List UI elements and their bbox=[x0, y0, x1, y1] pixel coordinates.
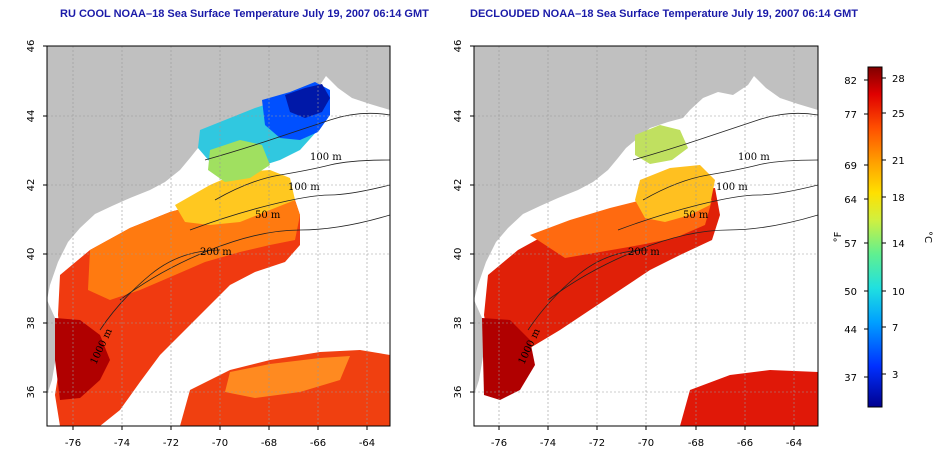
colorbar: °F °C 82 77 69 64 57 50 44 37 28 25 21 1… bbox=[833, 66, 933, 408]
left-lat-tick-labels: 46 44 42 40 38 36 bbox=[26, 40, 37, 399]
colorbar-f-label: 77 bbox=[844, 110, 857, 121]
lat-tick-label: 46 bbox=[26, 40, 37, 53]
colorbar-c-labels: 28 25 21 18 14 10 7 3 bbox=[892, 74, 905, 381]
left-lon-tick-labels: -76 -74 -72 -70 -68 -66 -64 bbox=[65, 438, 375, 449]
colorbar-celsius-label: °C bbox=[922, 231, 933, 243]
colorbar-f-label: 82 bbox=[844, 76, 857, 87]
lat-tick-label: 38 bbox=[26, 317, 37, 330]
right-contour-label: 100 m bbox=[738, 152, 770, 163]
colorbar-c-label: 21 bbox=[892, 156, 905, 167]
lat-tick-label: 40 bbox=[453, 248, 464, 261]
left-contour-label: 50 m bbox=[255, 210, 281, 221]
left-map-title: RU COOL NOAA–18 Sea Surface Temperature … bbox=[60, 8, 429, 20]
colorbar-c-label: 28 bbox=[892, 74, 905, 85]
left-contour-label: 100 m bbox=[310, 152, 342, 163]
right-tick-marks bbox=[470, 45, 795, 430]
right-map-title: DECLOUDED NOAA–18 Sea Surface Temperatur… bbox=[470, 8, 859, 20]
right-land-nova-scotia bbox=[748, 60, 818, 110]
colorbar-c-label: 14 bbox=[892, 239, 905, 250]
right-contours bbox=[527, 112, 818, 331]
right-lon-tick-labels: -76 -74 -72 -70 -68 -66 -64 bbox=[491, 438, 802, 449]
lat-tick-label: 36 bbox=[26, 386, 37, 399]
right-grid bbox=[474, 46, 818, 426]
right-contour-label: 200 m bbox=[628, 247, 660, 258]
lon-tick-label: -72 bbox=[163, 438, 179, 449]
lat-tick-label: 42 bbox=[453, 179, 464, 192]
lon-tick-label: -74 bbox=[540, 438, 556, 449]
right-land bbox=[474, 46, 818, 300]
colorbar-c-label: 25 bbox=[892, 109, 905, 120]
colorbar-f-label: 57 bbox=[844, 239, 857, 250]
left-sst-green bbox=[208, 140, 270, 182]
right-contour-label: 50 m bbox=[683, 210, 709, 221]
lon-tick-label: -64 bbox=[359, 438, 375, 449]
lon-tick-label: -64 bbox=[786, 438, 802, 449]
colorbar-f-label: 37 bbox=[844, 373, 857, 384]
right-sst-green bbox=[635, 125, 688, 164]
lon-tick-label: -70 bbox=[212, 438, 228, 449]
colorbar-fahrenheit-label: °F bbox=[833, 231, 844, 242]
colorbar-f-label: 44 bbox=[844, 325, 857, 336]
right-sst-darkred bbox=[482, 318, 535, 400]
left-sst-darkblue bbox=[285, 84, 330, 118]
lon-tick-label: -68 bbox=[688, 438, 704, 449]
lon-tick-label: -70 bbox=[638, 438, 654, 449]
colorbar-f-label: 50 bbox=[844, 287, 857, 298]
lon-tick-label: -66 bbox=[737, 438, 753, 449]
lon-tick-label: -76 bbox=[491, 438, 507, 449]
lat-tick-label: 40 bbox=[26, 248, 37, 261]
lat-tick-label: 36 bbox=[453, 386, 464, 399]
lon-tick-label: -74 bbox=[114, 438, 130, 449]
lat-tick-label: 44 bbox=[26, 110, 37, 123]
colorbar-gradient bbox=[867, 66, 883, 408]
lat-tick-label: 42 bbox=[26, 179, 37, 192]
colorbar-c-label: 3 bbox=[892, 370, 898, 381]
colorbar-f-label: 69 bbox=[844, 161, 857, 172]
left-sst-darkred bbox=[55, 318, 110, 400]
lat-tick-label: 38 bbox=[453, 317, 464, 330]
left-sst-southern-orange bbox=[225, 356, 350, 398]
lon-tick-label: -68 bbox=[261, 438, 277, 449]
colorbar-f-labels: 82 77 69 64 57 50 44 37 bbox=[844, 76, 857, 384]
lon-tick-label: -76 bbox=[65, 438, 81, 449]
right-map: 100 m 100 m 50 m 200 m 1000 m -76 -74 -7… bbox=[453, 40, 819, 449]
colorbar-f-label: 64 bbox=[844, 195, 857, 206]
colorbar-ticks bbox=[864, 77, 886, 378]
right-sst-yellow bbox=[635, 165, 715, 222]
lon-tick-label: -66 bbox=[310, 438, 326, 449]
left-map: 100 m 100 m 50 m 200 m 1000 m -76 -74 -7… bbox=[26, 40, 391, 449]
left-contours bbox=[99, 112, 390, 331]
left-land-nova-scotia bbox=[320, 60, 390, 110]
lon-tick-label: -72 bbox=[589, 438, 605, 449]
lat-tick-label: 46 bbox=[453, 40, 464, 53]
left-contour-label: 200 m bbox=[200, 247, 232, 258]
right-lat-tick-labels: 46 44 42 40 38 36 bbox=[453, 40, 464, 399]
lat-tick-label: 44 bbox=[453, 110, 464, 123]
left-grid bbox=[47, 46, 390, 426]
right-contour-label: 100 m bbox=[716, 182, 748, 193]
right-sst-southern bbox=[680, 370, 818, 426]
colorbar-c-label: 10 bbox=[892, 287, 905, 298]
colorbar-c-label: 7 bbox=[892, 323, 898, 334]
left-sst-yellow bbox=[175, 170, 295, 225]
left-contour-label: 100 m bbox=[288, 182, 320, 193]
left-tick-marks bbox=[43, 45, 368, 430]
colorbar-c-label: 18 bbox=[892, 193, 905, 204]
left-map-frame bbox=[46, 45, 391, 427]
left-land bbox=[47, 46, 390, 300]
